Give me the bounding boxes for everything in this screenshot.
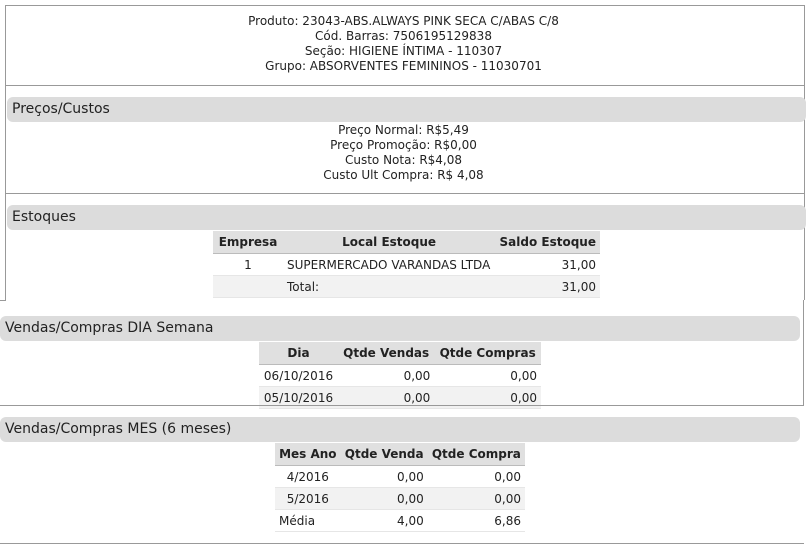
line: Grupo: ABSORVENTES FEMININOS - 11030701	[265, 59, 542, 73]
col-header: Mes Ano	[275, 443, 341, 466]
border	[803, 300, 804, 406]
cell: 31,00	[495, 253, 600, 276]
line: Produto: 23043-ABS.ALWAYS PINK SECA C/AB…	[248, 14, 559, 28]
cell: 4,00	[340, 509, 428, 532]
border	[804, 5, 805, 300]
cell: 0,00	[427, 487, 525, 510]
cell: 1	[213, 253, 283, 276]
cell: 0,00	[427, 465, 525, 488]
section-header: Vendas/Compras MES (6 meses)	[0, 417, 800, 442]
col-header: Saldo Estoque	[495, 231, 600, 254]
col-header: Qtde Compra	[427, 443, 525, 466]
cell: 31,00	[495, 275, 600, 298]
cell: SUPERMERCADO VARANDAS LTDA	[283, 253, 496, 276]
cell: 4/2016	[275, 465, 341, 488]
cell: 0,00	[434, 364, 541, 387]
prices: Preço Normal: R$5,49 Preço Promoção: R$0…	[0, 123, 807, 183]
product-info: Produto: 23043-ABS.ALWAYS PINK SECA C/AB…	[0, 14, 807, 74]
divider	[0, 543, 804, 544]
line: Seção: HIGIENE ÍNTIMA - 110307	[304, 44, 503, 58]
line: Preço Promoção: R$0,00	[330, 138, 477, 152]
line: Cód. Barras: 7506195129838	[315, 29, 492, 43]
cell: 0,00	[338, 364, 435, 387]
cell: 06/10/2016	[259, 364, 339, 387]
cell: 6,86	[427, 509, 525, 532]
cell: 0,00	[338, 386, 435, 409]
section-header: Preços/Custos	[7, 97, 806, 122]
border	[5, 5, 6, 300]
cell: 0,00	[434, 386, 541, 409]
month-table: Mes Ano Qtde Venda Qtde Compra 4/2016 0,00 0…	[275, 443, 525, 532]
cell: 0,00	[340, 465, 428, 488]
col-header: Empresa	[213, 231, 283, 254]
section-header: Vendas/Compras DIA Semana	[0, 316, 800, 341]
col-header: Dia	[259, 342, 339, 365]
cell: 0,00	[340, 487, 428, 510]
col-header: Local Estoque	[283, 231, 496, 254]
divider	[5, 85, 805, 86]
col-header: Qtde Compras	[434, 342, 541, 365]
cell: 5/2016	[275, 487, 341, 510]
line: Preço Normal: R$5,49	[338, 123, 469, 137]
stock-table: Empresa Local Estoque Saldo Estoque 1 SUPER…	[213, 231, 600, 298]
border	[0, 300, 6, 301]
cell: 05/10/2016	[259, 386, 339, 409]
border	[5, 5, 805, 6]
line: Custo Nota: R$4,08	[344, 153, 463, 167]
cell: Total:	[283, 275, 496, 298]
day-table: Dia Qtde Vendas Qtde Compras 06/10/2016 0,0…	[259, 342, 541, 409]
cell: Média	[275, 509, 341, 532]
divider	[0, 405, 804, 406]
col-header: Qtde Venda	[340, 443, 428, 466]
divider	[5, 193, 805, 194]
col-header: Qtde Vendas	[338, 342, 435, 365]
section-header: Estoques	[7, 205, 806, 230]
line: Custo Ult Compra: R$ 4,08	[323, 168, 484, 182]
